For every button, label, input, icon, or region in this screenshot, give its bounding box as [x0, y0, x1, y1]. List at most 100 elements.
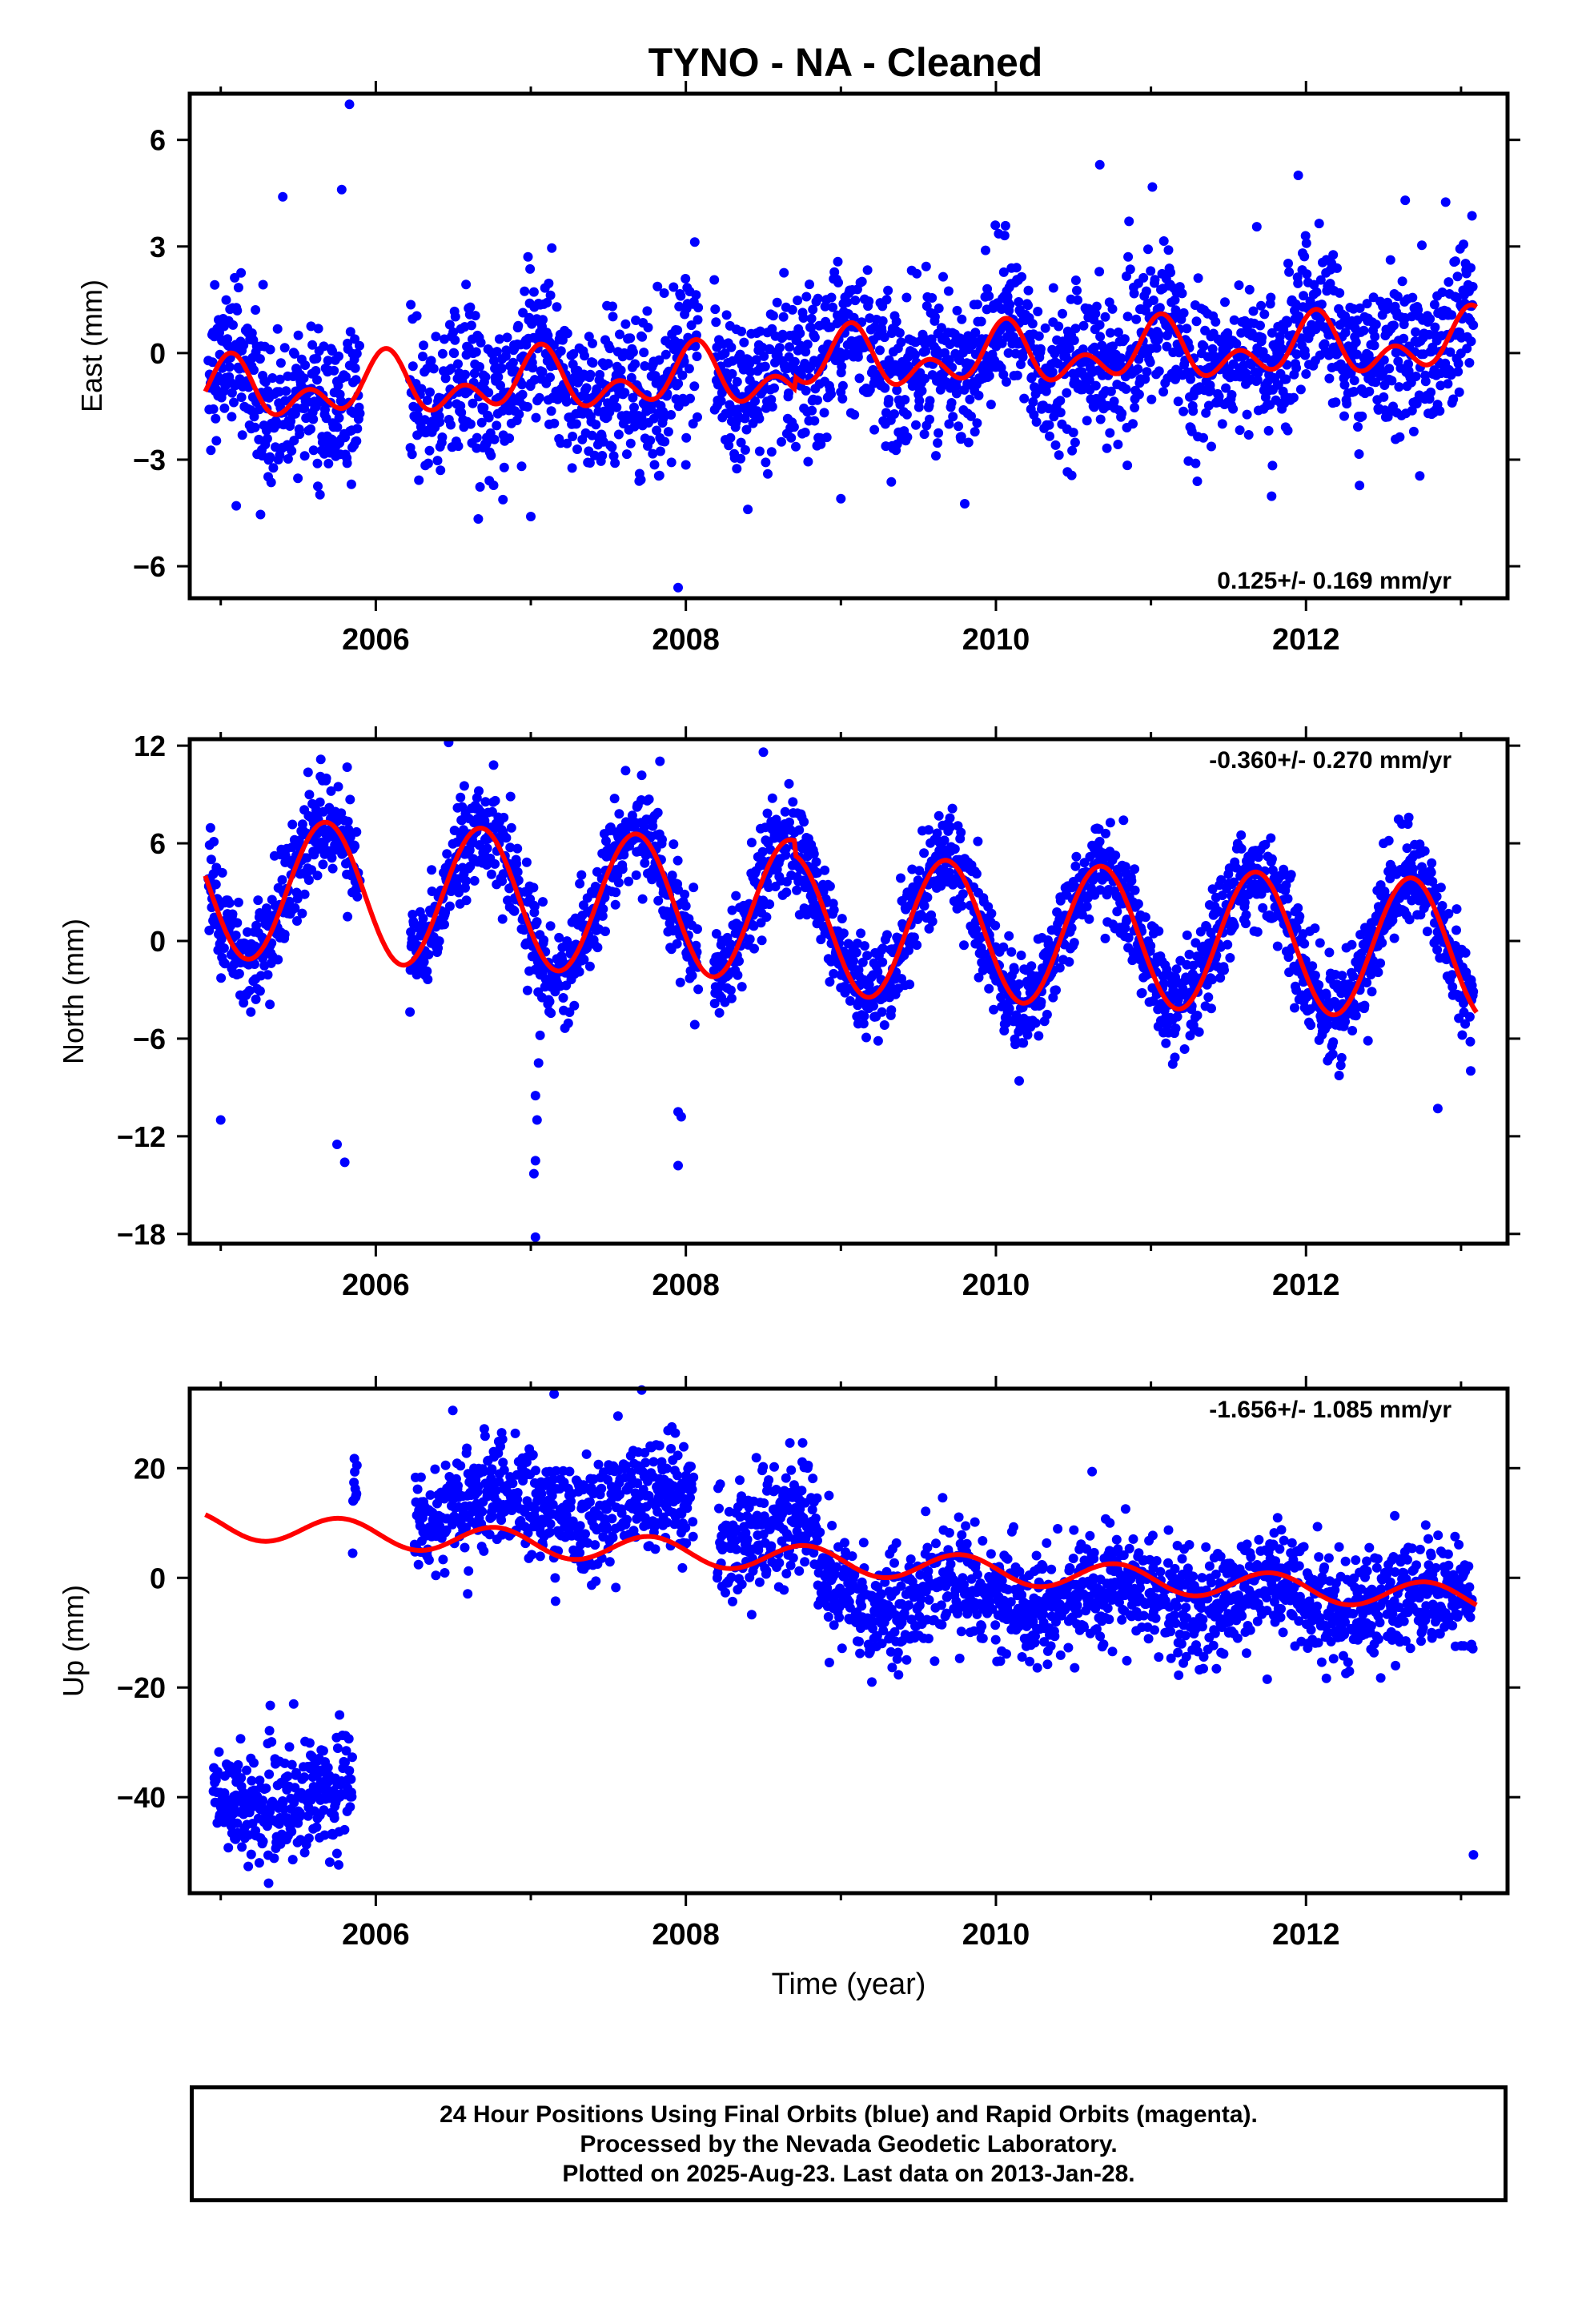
data-point	[281, 386, 291, 396]
data-point	[1158, 236, 1169, 246]
data-point	[970, 328, 981, 338]
data-point	[525, 263, 536, 274]
data-point	[629, 402, 639, 412]
data-point	[984, 291, 994, 301]
data-point	[794, 825, 805, 835]
data-point	[1154, 926, 1164, 936]
data-point	[323, 458, 334, 468]
data-point	[332, 422, 343, 432]
data-point	[990, 220, 1001, 231]
data-point	[446, 364, 456, 374]
data-point	[303, 875, 314, 885]
data-point	[765, 344, 775, 355]
data-point	[877, 957, 888, 967]
data-point	[1367, 987, 1377, 997]
data-point	[486, 450, 496, 460]
data-point	[944, 419, 954, 429]
data-point	[475, 362, 484, 372]
data-point	[1193, 273, 1203, 283]
data-point	[733, 404, 743, 415]
data-point	[686, 320, 697, 331]
data-point	[1310, 971, 1320, 980]
data-point	[1300, 231, 1311, 241]
data-point	[1229, 920, 1239, 931]
data-point	[1399, 333, 1409, 344]
data-point	[806, 323, 817, 332]
data-point	[919, 429, 930, 440]
data-point	[1459, 239, 1468, 250]
data-point	[228, 320, 238, 330]
data-point	[422, 966, 432, 976]
data-point	[1178, 308, 1189, 318]
data-point	[424, 950, 434, 959]
data-point	[1182, 324, 1192, 334]
data-point	[1443, 277, 1454, 287]
data-point	[945, 813, 955, 823]
data-point	[1389, 933, 1399, 943]
data-point	[1010, 965, 1019, 975]
data-point	[1354, 449, 1364, 459]
data-point	[589, 450, 600, 460]
data-point	[1259, 309, 1270, 320]
data-point	[972, 300, 982, 310]
data-point	[687, 971, 697, 981]
data-point	[1110, 850, 1121, 861]
data-point	[745, 934, 755, 944]
data-point	[710, 304, 721, 315]
data-point	[736, 437, 746, 448]
data-point	[545, 372, 555, 383]
data-point	[842, 297, 853, 308]
data-point	[896, 337, 906, 348]
data-point	[1379, 392, 1389, 402]
data-point	[801, 347, 811, 357]
data-point	[1266, 833, 1276, 843]
data-point	[1251, 222, 1262, 232]
data-point	[1113, 328, 1123, 337]
data-point	[313, 324, 323, 334]
data-point	[227, 388, 237, 398]
data-point	[1084, 914, 1094, 924]
data-point	[1422, 927, 1432, 937]
data-point	[546, 1008, 556, 1019]
data-point	[1179, 1044, 1190, 1054]
data-point	[308, 414, 319, 424]
data-point	[673, 325, 683, 336]
data-point	[1248, 306, 1259, 316]
data-point	[807, 405, 817, 416]
data-point	[484, 412, 494, 423]
data-point	[1188, 406, 1199, 416]
data-point	[1071, 851, 1082, 862]
data-point	[610, 458, 620, 468]
data-point	[740, 444, 750, 455]
data-point	[1101, 828, 1110, 838]
data-point	[1154, 303, 1165, 313]
data-point	[654, 355, 665, 365]
data-point	[767, 401, 777, 412]
data-point	[1347, 1026, 1358, 1035]
data-point	[287, 446, 297, 456]
data-point	[239, 340, 249, 351]
data-point	[658, 413, 669, 424]
data-point	[1301, 238, 1311, 248]
data-point	[956, 432, 966, 442]
data-point	[894, 328, 905, 338]
data-point	[489, 356, 499, 366]
data-point	[853, 352, 863, 362]
data-point	[412, 311, 422, 321]
data-point	[1336, 1052, 1347, 1063]
data-point	[1173, 396, 1183, 407]
data-point	[351, 436, 362, 446]
data-point	[268, 463, 279, 473]
data-point	[569, 1000, 580, 1011]
data-point	[556, 346, 566, 356]
data-point	[803, 456, 813, 467]
data-point	[972, 418, 982, 428]
data-point	[306, 424, 315, 434]
data-point	[1151, 343, 1162, 353]
data-point	[960, 499, 970, 509]
data-point	[1129, 288, 1139, 299]
data-point	[1042, 1009, 1052, 1019]
data-point	[1053, 359, 1063, 369]
data-point-outlier	[278, 191, 288, 202]
